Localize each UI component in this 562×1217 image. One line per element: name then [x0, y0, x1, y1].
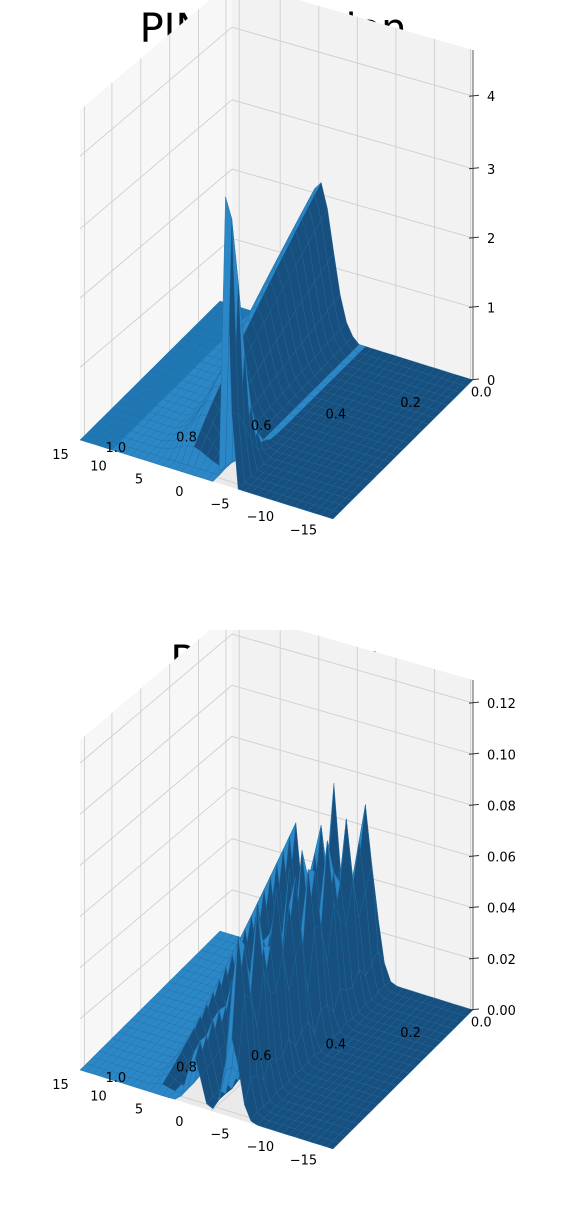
z-tick-mark	[468, 855, 480, 858]
gridline	[231, 99, 474, 170]
z-tick-mark	[468, 94, 480, 97]
y-tick-label: 1.0	[105, 441, 126, 456]
gridline	[79, 238, 233, 368]
x-tick-label: 5	[135, 1102, 143, 1117]
y-tick-label: 0.8	[176, 1060, 197, 1075]
z-tick-label: 0.00	[487, 1004, 516, 1019]
x-tick-label: 0	[175, 485, 183, 500]
z-tick-label: 0.08	[487, 799, 516, 814]
gridline	[231, 838, 474, 909]
y-tick-label: 0.4	[326, 1038, 347, 1053]
z-tick-mark	[468, 167, 480, 170]
x-tick-label: −10	[247, 1140, 274, 1155]
gridline	[79, 633, 233, 764]
gridline	[231, 26, 474, 97]
z-tick-label: 4	[487, 90, 495, 105]
z-tick-mark	[468, 803, 480, 806]
y-tick-label: 0.0	[471, 385, 492, 400]
x-tick-label: −15	[290, 1154, 317, 1169]
gridline	[231, 787, 474, 857]
x-tick-label: −10	[247, 510, 274, 525]
x-tick-label: 15	[52, 1078, 69, 1093]
y-tick-label: 1.0	[105, 1071, 126, 1086]
x-tick-label: 0	[175, 1115, 183, 1130]
gridline	[79, 838, 233, 969]
gridline	[231, 237, 474, 308]
y-tick-label: 0.8	[176, 430, 197, 445]
z-tick-label: 0	[487, 374, 495, 389]
z-tick-mark	[468, 236, 480, 239]
surface-plot-pinn-error: −15 −10 −5 0 5 10 15 0.0 0.2 0.4 0.6 0.8 1.0 0.00 0.02…	[52, 630, 516, 1169]
x-tick-label: −5	[210, 1128, 229, 1143]
surface-patch	[79, 433, 94, 443]
z-tick-label: 2	[487, 232, 495, 247]
z-tick-label: 0.06	[487, 851, 516, 866]
plot-area: −15 −10 −5 0 5 10 15 0.0 0.2 0.4 0.6 0.8 1.0 0.00 0.02…	[52, 630, 516, 1169]
z-tick-label: 0.04	[487, 902, 516, 917]
y-tick-label: 0.2	[400, 1026, 421, 1041]
z-tick-label: 0.02	[487, 953, 516, 968]
x-tick-label: 5	[135, 472, 143, 487]
chart-pinn-error: PINN error −15−10−50510150.00.20.40.60.8…	[0, 630, 562, 1217]
y-tick-label: 0.0	[471, 1015, 492, 1030]
z-tick-label: 1	[487, 301, 495, 316]
gridline	[79, 26, 233, 157]
gridline	[79, 787, 233, 917]
surface-plot-pinn-solution: −15 −10 −5 0 5 10 15 0.0 0.2 0.4 0.6 0.8 1.0 0 1 2 3 4	[52, 0, 495, 539]
chart-pinn-solution: PINN solution −15−10−50510150.00.20.40.6…	[0, 0, 562, 600]
plot-area: −15 −10 −5 0 5 10 15 0.0 0.2 0.4 0.6 0.8 1.0 0 1 2 3 4	[52, 0, 495, 539]
x-tick-label: −15	[290, 524, 317, 539]
gridline	[231, 633, 474, 704]
y-tick-label: 0.2	[400, 396, 421, 411]
gridline	[79, 99, 233, 230]
z-tick-mark	[468, 957, 480, 960]
z-tick-mark	[468, 906, 480, 909]
z-tick-mark	[468, 378, 480, 381]
gridline	[79, 168, 233, 299]
x-tick-label: 10	[90, 1090, 107, 1105]
gridline	[79, 736, 233, 866]
surface-patch	[79, 1063, 94, 1073]
z-tick-label: 0.12	[487, 697, 516, 712]
z-tick-label: 3	[487, 163, 495, 178]
gridline	[79, 889, 233, 1020]
gridline	[231, 684, 474, 755]
z-tick-mark	[468, 701, 480, 704]
x-tick-label: 10	[90, 460, 107, 475]
surface-mesh	[79, 783, 474, 1150]
z-tick-mark	[468, 305, 480, 308]
gridline	[231, 168, 474, 239]
z-tick-mark	[468, 752, 480, 755]
surface-mesh	[79, 181, 474, 520]
y-tick-label: 0.6	[251, 1049, 272, 1064]
z-tick-label: 0.10	[487, 748, 516, 763]
gridline	[79, 684, 233, 815]
y-tick-label: 0.4	[326, 408, 347, 423]
y-tick-label: 0.6	[251, 419, 272, 434]
gridline	[231, 735, 474, 806]
z-tick-mark	[468, 1008, 480, 1011]
x-tick-label: 15	[52, 448, 69, 463]
x-tick-label: −5	[210, 498, 229, 513]
